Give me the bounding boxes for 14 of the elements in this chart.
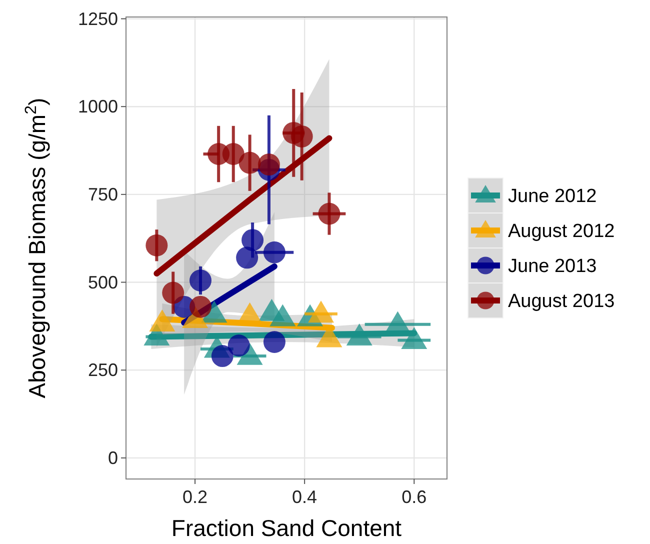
x-tick-label: 0.6 (402, 487, 427, 507)
x-axis-title: Fraction Sand Content (171, 515, 402, 541)
y-tick-label: 500 (88, 272, 118, 292)
y-tick-label: 250 (88, 360, 118, 380)
y-tick-label: 1250 (78, 8, 118, 29)
legend-label: June 2013 (508, 256, 597, 277)
legend-label: August 2013 (508, 291, 615, 312)
y-tick-label: 0 (108, 448, 118, 468)
x-tick-label: 0.2 (182, 487, 208, 507)
y-tick-label: 750 (88, 184, 118, 204)
legend-label: June 2012 (508, 186, 597, 207)
x-tick-label: 0.4 (292, 487, 318, 507)
legend-label: August 2012 (508, 221, 615, 242)
y-tick-label: 1000 (78, 96, 118, 117)
